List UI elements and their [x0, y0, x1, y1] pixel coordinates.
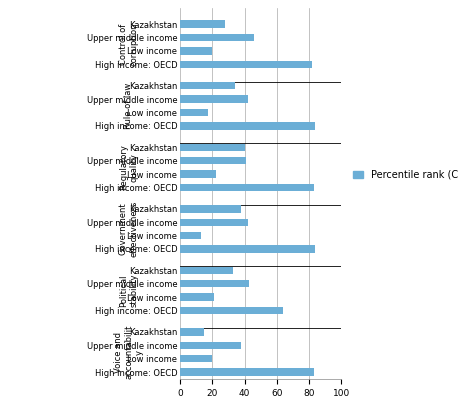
Bar — [180, 170, 216, 178]
Text: Government
effectiveness: Government effectiveness — [119, 201, 138, 257]
Bar — [180, 82, 235, 89]
Bar — [180, 143, 245, 151]
Bar — [180, 232, 201, 239]
Text: Political
stability: Political stability — [119, 274, 138, 307]
Bar — [180, 109, 208, 116]
Bar — [180, 122, 316, 129]
Bar — [180, 328, 204, 336]
Bar — [180, 342, 241, 349]
Bar — [180, 157, 246, 164]
Bar — [180, 307, 283, 314]
Bar — [180, 21, 225, 28]
Text: Voice and
accountabilit
y: Voice and accountabilit y — [114, 325, 144, 379]
Bar — [180, 184, 314, 191]
Bar — [180, 47, 212, 54]
Bar — [180, 368, 314, 376]
Bar — [180, 293, 214, 301]
Bar — [180, 280, 249, 287]
Text: Regulatory
quality: Regulatory quality — [119, 144, 138, 190]
Bar — [180, 245, 316, 253]
Text: Rule of law: Rule of law — [124, 83, 133, 129]
Text: Control of
corruption: Control of corruption — [119, 23, 138, 66]
Bar — [180, 96, 248, 103]
Bar — [180, 267, 233, 274]
Legend: Percentile rank (C: Percentile rank (C — [349, 166, 462, 184]
Bar — [180, 60, 312, 68]
Bar — [180, 205, 241, 212]
Bar — [180, 218, 248, 226]
Bar — [180, 34, 254, 41]
Bar — [180, 355, 212, 362]
